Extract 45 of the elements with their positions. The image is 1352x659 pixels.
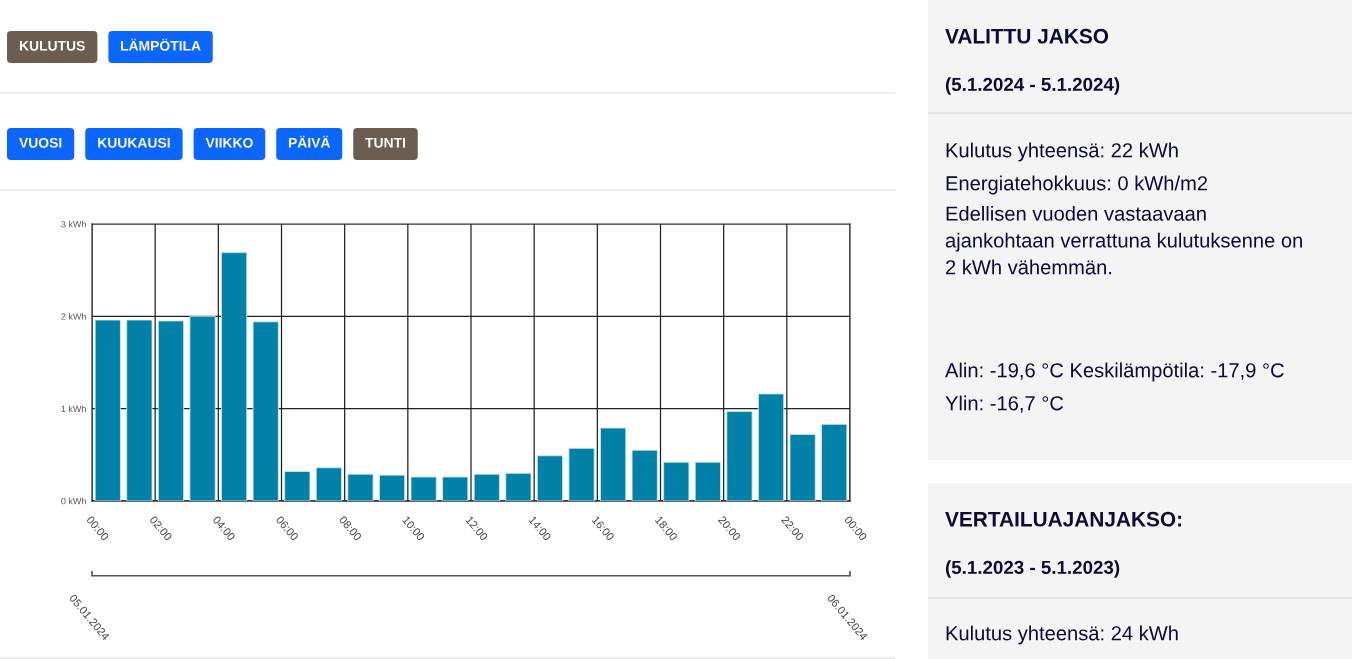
text: VALITTU JAKSO xyxy=(945,28,1109,44)
bar xyxy=(505,472,532,501)
category-label: VUOSI xyxy=(19,137,62,148)
text: Kulutus yhteensä: 22 kWh xyxy=(946,142,1178,162)
category-label: PÄIVÄ xyxy=(288,135,331,148)
bar xyxy=(347,473,374,501)
text: VERTAILUAJANJAKSO: xyxy=(945,511,1182,527)
bar xyxy=(315,467,342,501)
y-tick-label: 2 kWh xyxy=(61,313,86,320)
bar xyxy=(789,434,816,501)
category-label: VIIKKO xyxy=(205,137,253,148)
bar xyxy=(821,423,848,501)
text: Energiatehokkuus: 0 kWh/m2 xyxy=(946,175,1208,195)
category-label: KUUKAUSI xyxy=(98,137,170,148)
category-label: LÄMPÖTILA xyxy=(120,38,201,51)
bar xyxy=(221,252,248,501)
text: (5.1.2023 - 5.1.2023) xyxy=(945,560,1120,578)
y-tick-label: 3 kWh xyxy=(61,220,86,228)
bar xyxy=(94,319,121,501)
text: Alin: -19,6 °C Keskilämpötila: -17,9 °C xyxy=(945,362,1284,382)
bar xyxy=(694,461,721,501)
category-label: TUNTI xyxy=(365,138,406,148)
bar xyxy=(757,393,785,501)
y-tick-label: 1 kWh xyxy=(61,405,86,412)
bar xyxy=(631,449,658,501)
bar xyxy=(473,473,500,501)
text: Edellisen vuoden vastaavaan ajankohtaan verrattuna kulutuksenne on 2 kWh vähemmän. xyxy=(945,206,1302,275)
text: Ylin: -16,7 °C xyxy=(945,395,1064,413)
bar xyxy=(442,476,469,501)
bar xyxy=(663,461,690,501)
text: Kulutus yhteensä: 24 kWh xyxy=(946,625,1178,645)
bar xyxy=(189,315,216,501)
text: (5.1.2024 - 5.1.2024) xyxy=(945,77,1120,95)
y-tick-label: 0 kWh xyxy=(61,497,86,505)
bar xyxy=(284,471,311,501)
bar xyxy=(378,474,406,501)
bar xyxy=(568,447,595,501)
category-label: KULUTUS xyxy=(19,40,85,51)
bar xyxy=(536,455,564,501)
bar xyxy=(252,321,279,501)
bar xyxy=(726,411,753,501)
bar xyxy=(410,476,437,501)
bar xyxy=(157,320,185,501)
bar xyxy=(126,319,153,501)
bar xyxy=(600,427,627,501)
